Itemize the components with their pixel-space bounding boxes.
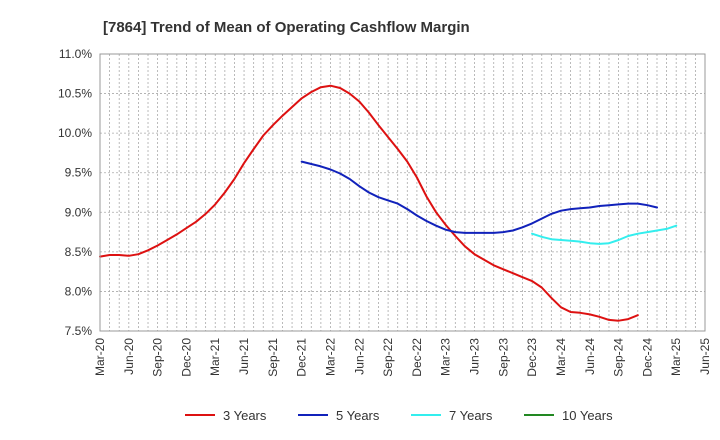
y-tick-label: 8.5% bbox=[65, 245, 93, 259]
y-axis-ticks: 7.5% 8.0% 8.5% 9.0% 9.5% 10.0% 10.5% 11.0% bbox=[58, 47, 92, 338]
x-tick-label: Mar-25 bbox=[669, 338, 683, 376]
grid bbox=[100, 54, 705, 331]
x-tick-label: Jun-21 bbox=[237, 338, 251, 375]
y-tick-label: 9.5% bbox=[65, 166, 93, 180]
x-tick-label: Sep-21 bbox=[266, 338, 280, 377]
y-tick-label: 10.5% bbox=[58, 87, 92, 101]
y-tick-label: 10.0% bbox=[58, 126, 92, 140]
legend: 3 Years 5 Years 7 Years 10 Years bbox=[185, 408, 613, 423]
x-tick-label: Dec-24 bbox=[640, 338, 654, 377]
x-tick-label: Dec-21 bbox=[295, 338, 309, 377]
plot-area bbox=[100, 54, 705, 331]
x-axis-ticks: Mar-20 Jun-20 Sep-20 Dec-20 Mar-21 Jun-21 Sep-… bbox=[93, 338, 712, 377]
x-tick-label: Sep-22 bbox=[381, 338, 395, 377]
x-tick-label: Jun-25 bbox=[698, 338, 712, 375]
chart-title: [7864] Trend of Mean of Operating Cashfl… bbox=[103, 19, 470, 36]
x-tick-label: Mar-23 bbox=[439, 338, 453, 376]
legend-label: 7 Years bbox=[449, 408, 493, 423]
x-tick-label: Dec-22 bbox=[410, 338, 424, 377]
plot-frame bbox=[99, 53, 706, 332]
x-tick-label: Sep-23 bbox=[496, 338, 510, 377]
y-tick-label: 11.0% bbox=[59, 47, 92, 61]
series-line-5-years bbox=[300, 160, 658, 234]
series-line-3-years bbox=[99, 84, 639, 322]
x-tick-label: Mar-21 bbox=[208, 338, 222, 376]
x-tick-label: Mar-22 bbox=[323, 338, 337, 376]
series-layer bbox=[99, 84, 678, 322]
legend-label: 10 Years bbox=[562, 408, 613, 423]
x-tick-label: Mar-20 bbox=[93, 338, 107, 376]
x-tick-label: Dec-20 bbox=[179, 338, 193, 377]
series-line-7-years bbox=[531, 224, 678, 245]
x-tick-label: Sep-24 bbox=[612, 338, 626, 377]
x-tick-label: Jun-20 bbox=[122, 338, 136, 375]
y-tick-label: 9.0% bbox=[65, 205, 93, 219]
x-tick-label: Dec-23 bbox=[525, 338, 539, 377]
x-tick-label: Jun-23 bbox=[468, 338, 482, 375]
y-tick-label: 7.5% bbox=[65, 324, 93, 338]
y-tick-label: 8.0% bbox=[65, 284, 93, 298]
x-tick-label: Sep-20 bbox=[151, 338, 165, 377]
x-tick-label: Mar-24 bbox=[554, 338, 568, 376]
x-tick-label: Jun-22 bbox=[352, 338, 366, 375]
legend-label: 5 Years bbox=[336, 408, 380, 423]
x-tick-label: Jun-24 bbox=[583, 338, 597, 375]
legend-label: 3 Years bbox=[223, 408, 267, 423]
